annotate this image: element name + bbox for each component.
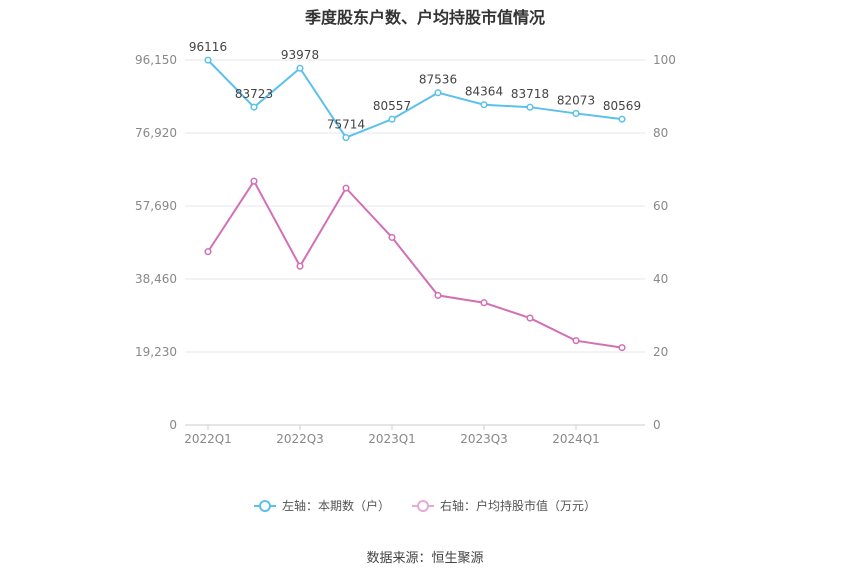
data-point-households (250, 103, 258, 111)
data-label: 82073 (557, 93, 595, 107)
data-label: 96116 (189, 40, 227, 54)
y-left-tick-label: 38,460 (135, 272, 177, 286)
data-source-note: 数据来源：恒生聚源 (366, 551, 484, 566)
y-right-tick-label: 60 (653, 199, 668, 213)
data-point-market-value (434, 291, 442, 299)
data-point-households (526, 103, 534, 111)
data-point-households (480, 101, 488, 109)
x-tick-label: 2022Q3 (276, 432, 324, 446)
data-point-households (342, 134, 350, 142)
data-label: 80569 (603, 99, 641, 113)
data-label: 83723 (235, 87, 273, 101)
data-label: 87536 (419, 73, 457, 87)
data-point-households (434, 89, 442, 97)
x-tick-label: 2024Q1 (552, 432, 600, 446)
y-left-tick-label: 57,690 (135, 199, 177, 213)
y-left-tick-label: 19,230 (135, 345, 177, 359)
data-point-households (572, 109, 580, 117)
y-right-tick-label: 100 (653, 53, 676, 67)
y-right-tick-label: 20 (653, 345, 668, 359)
legend-line-marker-icon (253, 499, 276, 513)
data-label: 83718 (511, 87, 549, 101)
data-point-households (296, 64, 304, 72)
series-line-households (207, 59, 623, 139)
x-tick-label: 2023Q1 (368, 432, 416, 446)
y-right-tick-label: 0 (653, 418, 661, 432)
data-label: 75714 (327, 118, 365, 132)
data-point-households (204, 56, 212, 64)
chart-title: 季度股东户数、户均持股市值情况 (304, 8, 545, 27)
y-left-tick-label: 76,920 (135, 126, 177, 140)
legend-item-households[interactable]: 左轴：本期数（户） (253, 497, 390, 514)
x-tick-label: 2023Q3 (460, 432, 508, 446)
y-right-tick-label: 40 (653, 272, 668, 286)
data-label: 80557 (373, 99, 411, 113)
data-point-market-value (250, 177, 258, 185)
data-point-market-value (342, 184, 350, 192)
legend-label-households: 左轴：本期数（户） (281, 499, 390, 513)
data-point-market-value (526, 314, 534, 322)
data-label: 84364 (465, 85, 503, 99)
y-left-tick-label: 96,150 (135, 53, 177, 67)
data-point-market-value (204, 248, 212, 256)
data-point-households (388, 115, 396, 123)
legend-line-marker-icon (412, 499, 434, 513)
data-point-market-value (296, 262, 304, 270)
series-line-market-value (207, 179, 623, 349)
y-left-tick-label: 0 (169, 418, 177, 432)
data-point-market-value (480, 299, 488, 307)
data-label: 93978 (281, 48, 319, 62)
x-tick-label: 2022Q1 (184, 432, 232, 446)
legend-item-market-value[interactable]: 右轴：户均持股市值（万元） (412, 497, 596, 514)
data-point-market-value (618, 344, 626, 352)
legend-label-market-value: 右轴：户均持股市值（万元） (440, 499, 597, 513)
chart-legend: 左轴：本期数（户） 右轴：户均持股市值（万元） (0, 497, 850, 514)
data-point-market-value (572, 337, 580, 345)
data-point-market-value (388, 233, 396, 241)
data-point-households (618, 115, 626, 123)
y-right-tick-label: 80 (653, 126, 668, 140)
